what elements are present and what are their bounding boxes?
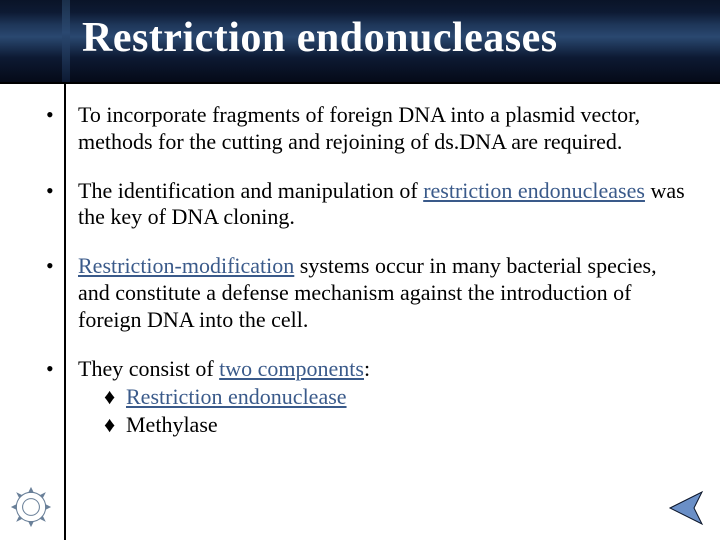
link-text: restriction endonucleases xyxy=(423,178,645,203)
gear-icon xyxy=(10,486,52,528)
bullet-marker: • xyxy=(40,102,64,128)
horizontal-rule xyxy=(0,82,720,84)
bullet-item: • To incorporate fragments of foreign DN… xyxy=(40,102,692,156)
link-text: Restriction endonuclease xyxy=(126,384,347,409)
sub-bullet-item: ♦Restriction endonuclease xyxy=(78,383,692,412)
diamond-marker: ♦ xyxy=(104,411,126,440)
back-arrow-icon[interactable] xyxy=(666,488,706,528)
content-area: • To incorporate fragments of foreign DN… xyxy=(40,102,692,442)
bullet-item: • Restriction-modification systems occur… xyxy=(40,253,692,333)
link-text: Restriction-modification xyxy=(78,253,294,278)
text-fragment: The identification and manipulation of xyxy=(78,178,423,203)
text-fragment: : xyxy=(364,356,370,381)
sub-bullet-item: ♦Methylase xyxy=(78,411,692,440)
bullet-item: • The identification and manipulation of… xyxy=(40,178,692,232)
slide-title: Restriction endonucleases xyxy=(82,14,558,62)
text-fragment: Methylase xyxy=(126,412,218,437)
bullet-text: Restriction-modification systems occur i… xyxy=(64,253,692,333)
diamond-marker: ♦ xyxy=(104,383,126,412)
bullet-item: • They consist of two components: ♦Restr… xyxy=(40,356,692,440)
bullet-marker: • xyxy=(40,253,64,279)
header-left-column xyxy=(62,0,70,82)
bullet-text: They consist of two components: ♦Restric… xyxy=(64,356,692,440)
bullet-marker: • xyxy=(40,178,64,204)
text-fragment: They consist of xyxy=(78,356,219,381)
bullet-marker: • xyxy=(40,356,64,382)
link-text: two components xyxy=(219,356,364,381)
bullet-text: The identification and manipulation of r… xyxy=(64,178,692,232)
bullet-text: To incorporate fragments of foreign DNA … xyxy=(64,102,692,156)
